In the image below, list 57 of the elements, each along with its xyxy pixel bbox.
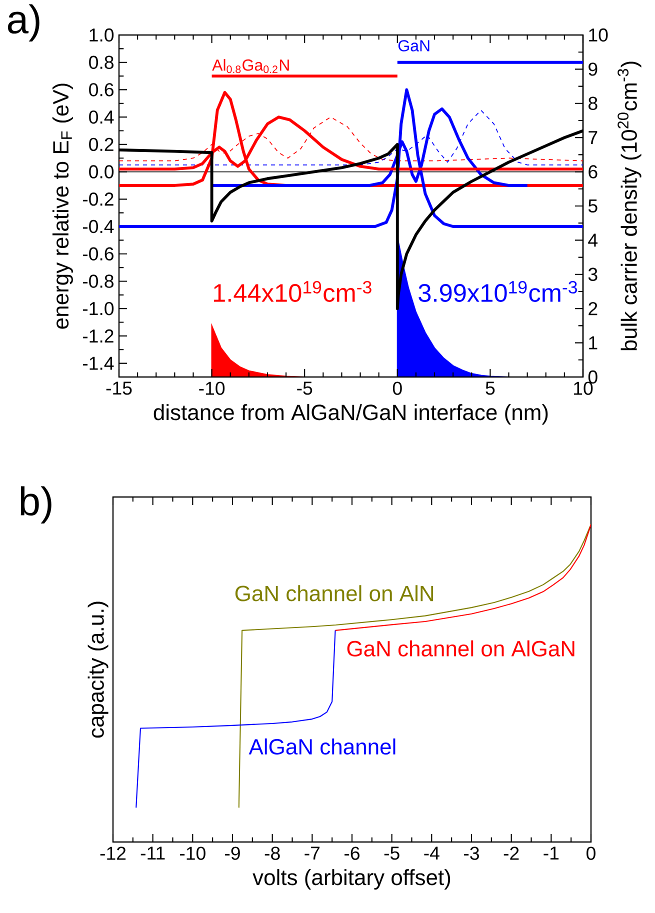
x-tick-label: -6 [344,846,360,860]
y2-tick-label: 1 [589,336,598,350]
y-tick-label: -1.2 [82,329,114,342]
x-tick-label: -3 [464,846,479,860]
y2-tick-label: 8 [588,96,598,110]
x-tick-label: -7 [304,846,320,860]
x-tick-label: -2 [504,846,519,860]
x-tick-label: -10 [199,382,225,395]
series-label: GaN channel on AlGaN [347,640,574,656]
series-label: 3.99x10$^{19}$cm$^{-3}$ [418,280,577,302]
chart-title: a) [8,4,40,42]
chart-title: b) [20,486,52,524]
y-axis-title: energy relative to E$_{F}$ (eV) [52,84,73,329]
y-tick-label: -0.2 [82,192,114,206]
series-label: 1.44x10$^{19}$cm$^{-3}$ [214,280,372,302]
y-tick-label: 0.4 [89,110,114,124]
x-tick-label: -8 [264,846,280,860]
y2-tick-label: 0 [588,370,598,384]
x-tick-label: -5 [297,382,312,395]
y2-tick-label: 5 [588,199,598,213]
y-axis-title: capacity (a.u.) [88,602,108,738]
series-label: GaN channel on AlN [235,585,434,602]
x-tick-label: -15 [106,382,132,395]
y-tick-label: -1.4 [82,356,114,370]
y-tick-label: -0.6 [82,247,114,260]
series-label: Al$_{0.8}$Ga$_{0.2}$N [212,59,289,74]
x-axis-title: volts (arbitary offset) [252,869,450,890]
x-tick-label: -9 [225,846,240,860]
y2-tick-label: 10 [589,28,608,42]
x-tick-label: 0 [586,846,596,860]
x-tick-label: -11 [140,846,165,860]
x-tick-label: 0 [392,382,402,395]
series-label: AlGaN channel [248,738,396,755]
x-tick-label: -12 [100,846,126,860]
y-tick-label: -1.0 [82,302,114,316]
y-tick-label: -0.4 [82,220,114,234]
x-tick-label: -5 [384,846,400,860]
y-tick-label: 0.6 [89,83,114,96]
y-tick-label: 0.8 [89,56,114,69]
y2-tick-label: 7 [588,131,598,144]
y2-tick-label: 3 [588,268,598,282]
y2-axis-title: bulk carrier density (10$^{20}$cm$^{-3}$) [618,62,642,350]
series-label: GaN [398,40,430,52]
y-tick-label: 0.2 [89,138,114,152]
y2-tick-label: 6 [588,165,598,178]
x-tick-label: 10 [574,382,593,395]
x-tick-label: -10 [180,846,206,860]
y-tick-label: 0.0 [89,165,114,178]
x-tick-label: 5 [486,382,495,395]
y2-tick-label: 4 [588,234,598,247]
x-axis-title: distance from AlGaN/GaN interface (nm) [154,404,548,425]
x-tick-label: -1 [544,846,559,860]
y-tick-label: 1.0 [90,28,114,42]
x-tick-label: -4 [424,846,440,860]
y2-tick-label: 2 [588,302,598,316]
y2-tick-label: 9 [588,62,598,76]
y-tick-label: -0.8 [82,274,114,288]
